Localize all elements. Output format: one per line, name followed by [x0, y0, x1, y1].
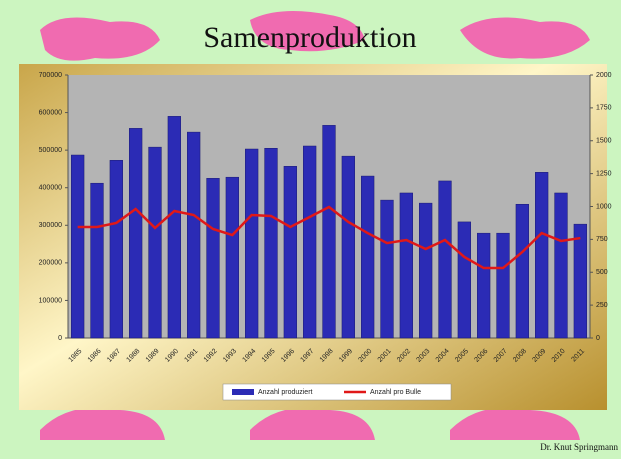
bar [322, 125, 336, 339]
legend-label: Anzahl produziert [258, 389, 313, 396]
legend-swatch [232, 389, 254, 395]
bar [515, 203, 529, 339]
bar [264, 148, 278, 339]
title: Samenproduktion [203, 21, 416, 54]
bar [245, 148, 259, 339]
bar [225, 176, 239, 339]
bar [90, 182, 104, 339]
y-tick-label: 200000 [39, 260, 62, 267]
bar [399, 192, 413, 339]
y-tick-label: 700000 [39, 72, 62, 79]
bar [419, 202, 433, 339]
bar [167, 116, 181, 339]
bar [361, 175, 375, 339]
decoration [40, 11, 590, 440]
y2-tick-label: 1500 [596, 138, 612, 145]
bar [303, 145, 317, 339]
bar [535, 172, 549, 339]
legend-label: Anzahl pro Bulle [370, 389, 421, 396]
bar [187, 131, 201, 339]
y-tick-label: 600000 [39, 109, 62, 116]
y2-tick-label: 2000 [596, 72, 612, 79]
bar [554, 192, 568, 339]
bar [206, 178, 220, 339]
y2-tick-label: 250 [596, 302, 608, 309]
y-tick-label: 400000 [39, 185, 62, 192]
bar [477, 232, 491, 339]
y2-tick-label: 1750 [596, 105, 612, 112]
bar [380, 199, 394, 339]
bar [71, 154, 85, 339]
bar [341, 155, 355, 339]
y2-tick-label: 0 [596, 335, 600, 342]
bar [438, 180, 452, 339]
bar [129, 128, 143, 339]
y2-tick-label: 750 [596, 236, 608, 243]
y2-tick-label: 1250 [596, 170, 612, 177]
bar [496, 232, 510, 339]
bar [573, 223, 587, 339]
bar [109, 160, 123, 339]
bar [148, 146, 162, 339]
footer: Dr. Knut Springmann [540, 442, 618, 452]
bar [457, 221, 471, 339]
y-tick-label: 500000 [39, 147, 62, 154]
y2-tick-label: 1000 [596, 203, 612, 210]
y-tick-label: 100000 [39, 297, 62, 304]
y2-tick-label: 500 [596, 269, 608, 276]
line [77, 205, 581, 270]
y-tick-label: 300000 [39, 222, 62, 229]
bar [283, 166, 297, 339]
y-tick-label: 0 [58, 335, 62, 342]
legend [222, 383, 452, 401]
